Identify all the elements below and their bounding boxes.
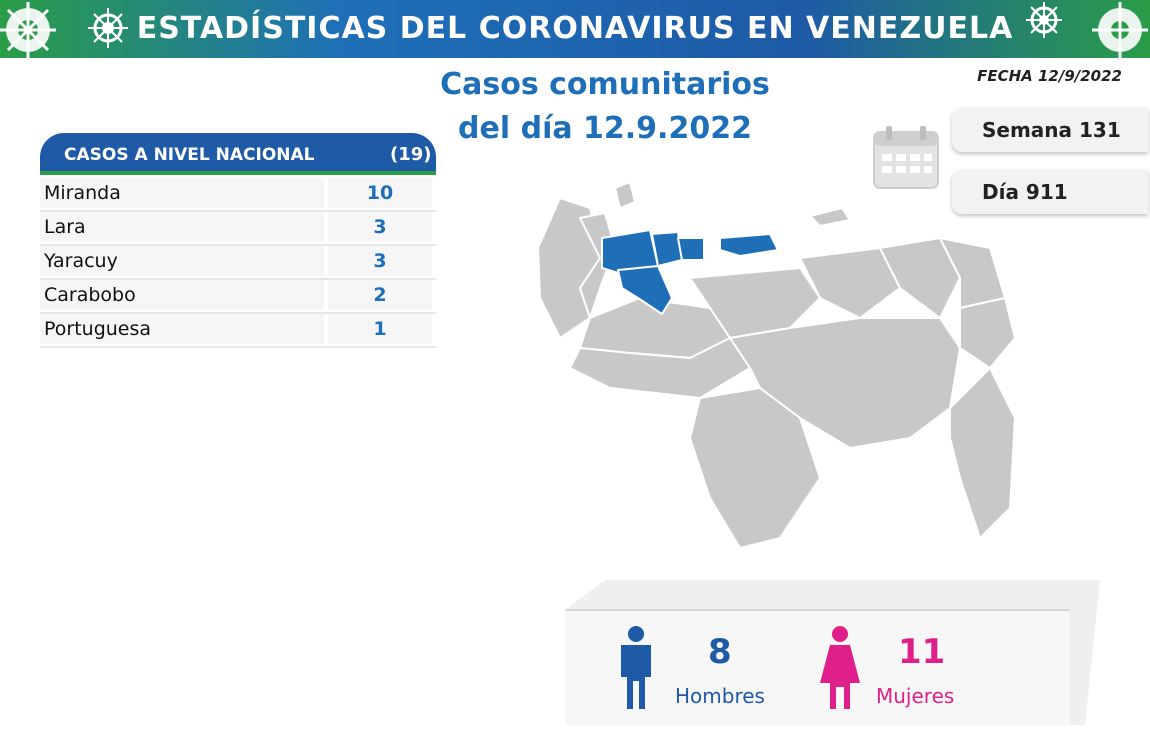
state-name: Carabobo: [40, 280, 324, 310]
women-label: Mujeres: [876, 684, 955, 708]
venezuela-map: [537, 181, 1016, 549]
subtitle-line1: Casos comunitarios: [440, 67, 770, 102]
map-region-esequibo: [949, 367, 1016, 539]
calendar-icon: [873, 126, 939, 189]
day-box: Día 911: [952, 170, 1148, 214]
state-value: 3: [328, 246, 432, 276]
state-value: 10: [328, 178, 432, 208]
map-region-delta: [959, 297, 1016, 369]
men-count: 8: [708, 632, 732, 672]
state-value: 2: [328, 280, 432, 310]
state-name: Yaracuy: [40, 246, 324, 276]
page-title: ESTADÍSTICAS DEL CORONAVIRUS EN VENEZUEL…: [136, 11, 1014, 46]
table-header-total: (19): [390, 144, 432, 165]
subtitle: Casos comunitarios del día 12.9.2022: [400, 63, 810, 151]
map-state-yaracuy: [651, 231, 683, 267]
state-value: 3: [328, 212, 432, 242]
state-value: 1: [328, 314, 432, 344]
map-region-anzoategui: [879, 237, 961, 319]
table-row: Carabobo 2: [40, 280, 436, 314]
header-banner: [0, 0, 1150, 58]
cases-table: Miranda 10 Lara 3 Yaracuy 3 Carabobo 2 P…: [40, 178, 436, 348]
table-row: Yaracuy 3: [40, 246, 436, 280]
virus-icon: [1026, 2, 1148, 58]
map-region-amazonas: [689, 387, 821, 549]
map-region-bolivar: [729, 317, 961, 449]
map-state-miranda: [719, 233, 779, 257]
map-region-guarico: [799, 247, 901, 319]
women-count: 11: [898, 632, 946, 672]
table-row: Lara 3: [40, 212, 436, 246]
table-row: Miranda 10: [40, 178, 436, 212]
men-label: Hombres: [675, 684, 765, 708]
state-name: Miranda: [40, 178, 324, 208]
virus-icon: [0, 2, 128, 58]
week-box: Semana 131: [952, 108, 1148, 152]
subtitle-line2: del día 12.9.2022: [458, 111, 752, 146]
table-header: CASOS A NIVEL NACIONAL (19): [40, 133, 436, 175]
map-region-paraguana: [614, 181, 636, 209]
man-icon: [621, 626, 651, 709]
table-row: Portuguesa 1: [40, 314, 436, 348]
table-header-label: CASOS A NIVEL NACIONAL: [64, 145, 315, 165]
map-region-island: [809, 207, 851, 227]
map-state-carabobo: [677, 237, 705, 261]
woman-icon: [820, 626, 860, 709]
state-name: Portuguesa: [40, 314, 324, 344]
state-name: Lara: [40, 212, 324, 242]
date-label: FECHA 12/9/2022: [977, 67, 1122, 85]
